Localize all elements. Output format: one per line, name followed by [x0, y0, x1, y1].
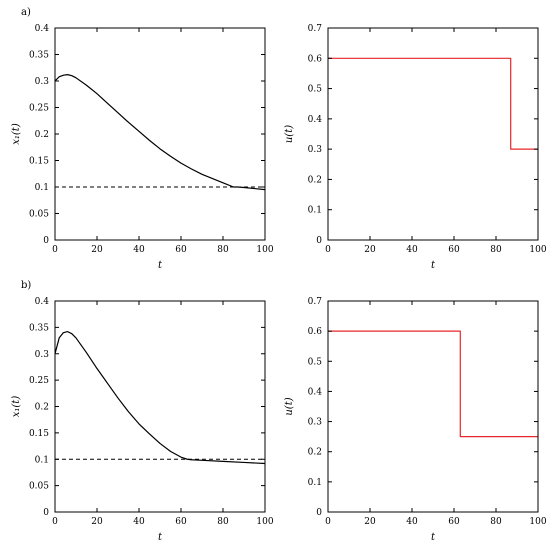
x-axis-label: t: [431, 260, 436, 271]
y-tick-label: 0.4: [35, 24, 50, 34]
panel-label: a): [21, 7, 31, 18]
chart-panel-2: 0 20 40 60 80 100 0 0.1 0.2 0.3 0.4 0.5 0.6 0.7 t u(t): [284, 24, 547, 271]
x-tick-label: 100: [529, 245, 546, 255]
y-tick-label: 0: [316, 236, 322, 246]
y-tick-label: 0.15: [29, 157, 49, 167]
x-axis-label: t: [158, 532, 163, 543]
y-tick-label: 0.35: [29, 51, 49, 61]
y-tick-label: 0.7: [308, 297, 323, 307]
y-tick-label: 0.5: [308, 85, 323, 95]
y-tick-label: 0.05: [29, 482, 49, 492]
x-tick-label: 20: [91, 245, 103, 255]
y-axis-label: x₁(t): [11, 396, 22, 418]
x-axis-label: t: [158, 260, 163, 271]
x-tick-label: 40: [133, 517, 145, 527]
y-tick-label: 0: [43, 236, 49, 246]
chart-panel-3: 0 20 40 60 80 100 0 0.05 0.1 0.15 0.2 0.25 0.3 0.35 0.…: [11, 280, 274, 543]
x-tick-label: 80: [217, 517, 229, 527]
y-tick-label: 0.3: [308, 418, 323, 428]
y-tick-label: 0.1: [308, 206, 322, 216]
x-tick-label: 40: [406, 245, 418, 255]
y-tick-label: 0.2: [308, 448, 322, 458]
y-axis-label: u(t): [284, 125, 295, 143]
x-tick-label: 80: [490, 517, 502, 527]
y-tick-label: 0.4: [308, 115, 323, 125]
chart-panel-4: 0 20 40 60 80 100 0 0.1 0.2 0.3 0.4 0.5 0.6 0.7 t u(t): [284, 297, 547, 543]
series-line-1: [55, 331, 265, 465]
x-tick-label: 20: [364, 245, 376, 255]
y-tick-label: 0.2: [35, 130, 49, 140]
panel-label: b): [21, 280, 31, 291]
y-tick-label: 0: [316, 508, 322, 518]
y-axis-label: u(t): [284, 397, 295, 415]
y-tick-label: 0.15: [29, 429, 49, 439]
y-tick-label: 0.6: [308, 54, 323, 64]
series-line-1: [328, 57, 538, 150]
x-axis-label: t: [431, 532, 436, 543]
x-tick-label: 80: [490, 245, 502, 255]
series-line-1: [55, 74, 265, 191]
chart-panel-1: 0 20 40 60 80 100 0 0.05 0.1 0.15 0.2 0.25 0.3 0.35 0.…: [11, 7, 274, 271]
y-axis-label: x₁(t): [11, 123, 22, 145]
y-tick-label: 0.6: [308, 327, 323, 337]
x-tick-label: 80: [217, 245, 229, 255]
x-tick-label: 60: [448, 517, 460, 527]
series-line-1: [328, 330, 538, 438]
y-tick-label: 0.3: [308, 145, 323, 155]
y-tick-label: 0.25: [29, 104, 49, 114]
x-tick-label: 0: [325, 245, 331, 255]
y-tick-label: 0.5: [308, 357, 323, 367]
x-tick-label: 0: [52, 517, 58, 527]
x-tick-label: 60: [448, 245, 460, 255]
y-tick-label: 0.3: [35, 77, 50, 87]
y-tick-label: 0.1: [35, 455, 49, 465]
y-tick-label: 0: [43, 508, 49, 518]
y-tick-label: 0.3: [35, 350, 50, 360]
y-tick-label: 0.2: [308, 175, 322, 185]
axes-frame: [327, 300, 539, 513]
axes-frame: [54, 27, 266, 241]
x-tick-label: 40: [133, 245, 145, 255]
x-tick-label: 40: [406, 517, 418, 527]
axes-frame: [54, 300, 266, 513]
y-tick-label: 0.05: [29, 210, 49, 220]
x-tick-label: 20: [91, 517, 103, 527]
x-tick-label: 0: [52, 245, 58, 255]
x-tick-label: 20: [364, 517, 376, 527]
y-tick-label: 0.7: [308, 24, 323, 34]
y-tick-label: 0.25: [29, 376, 49, 386]
x-tick-label: 0: [325, 517, 331, 527]
y-tick-label: 0.35: [29, 323, 49, 333]
y-tick-label: 0.4: [308, 387, 323, 397]
y-tick-label: 0.1: [308, 478, 322, 488]
y-tick-label: 0.2: [35, 403, 49, 413]
x-tick-label: 60: [175, 517, 187, 527]
x-tick-label: 60: [175, 245, 187, 255]
axes-frame: [327, 27, 539, 241]
y-tick-label: 0.1: [35, 183, 49, 193]
x-tick-label: 100: [256, 517, 273, 527]
y-tick-label: 0.4: [35, 297, 50, 307]
x-tick-label: 100: [256, 245, 273, 255]
x-tick-label: 100: [529, 517, 546, 527]
